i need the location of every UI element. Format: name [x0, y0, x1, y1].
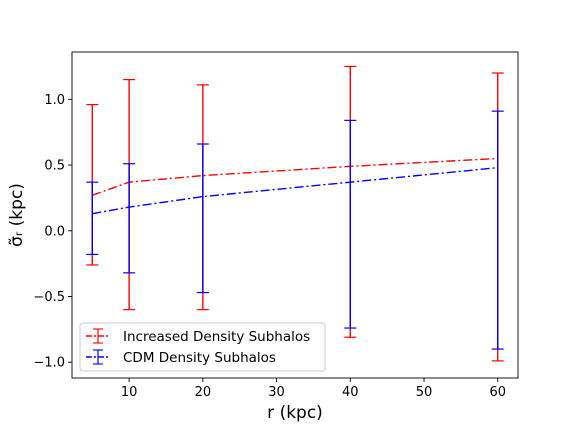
x-axis: 10 20 30 40 50 60: [121, 378, 506, 400]
y-tick-label: 1.0: [44, 93, 65, 108]
legend-items: Increased Density Subhalos CDM Density Su…: [86, 328, 310, 366]
x-tick-label: 10: [121, 385, 138, 400]
x-axis-label: r (kpc): [267, 403, 323, 423]
series-line-2: [92, 166, 498, 215]
y-tick-label: −1.0: [33, 356, 65, 371]
y-tick-label: 0.0: [44, 224, 65, 239]
series-line-1: [92, 157, 498, 196]
legend: Increased Density Subhalos CDM Density Su…: [79, 322, 326, 372]
legend-label-1: Increased Density Subhalos: [123, 329, 310, 345]
series-layer: [86, 65, 504, 362]
y-tick-label: −0.5: [33, 290, 65, 305]
x-tick-label: 60: [489, 385, 506, 400]
y-axis: −1.0 −0.5 0.0 0.5 1.0: [33, 93, 72, 371]
x-tick-label: 30: [268, 385, 285, 400]
plot-frame: [71, 51, 519, 379]
x-tick-label: 40: [342, 385, 359, 400]
x-tick-label: 20: [195, 385, 212, 400]
legend-label-2: CDM Density Subhalos: [123, 350, 276, 366]
x-tick-label: 50: [416, 385, 433, 400]
y-tick-label: 0.5: [44, 159, 65, 174]
legend-frame: [79, 322, 326, 372]
y-axis-label: σ̃ᵣ (kpc): [7, 183, 27, 247]
